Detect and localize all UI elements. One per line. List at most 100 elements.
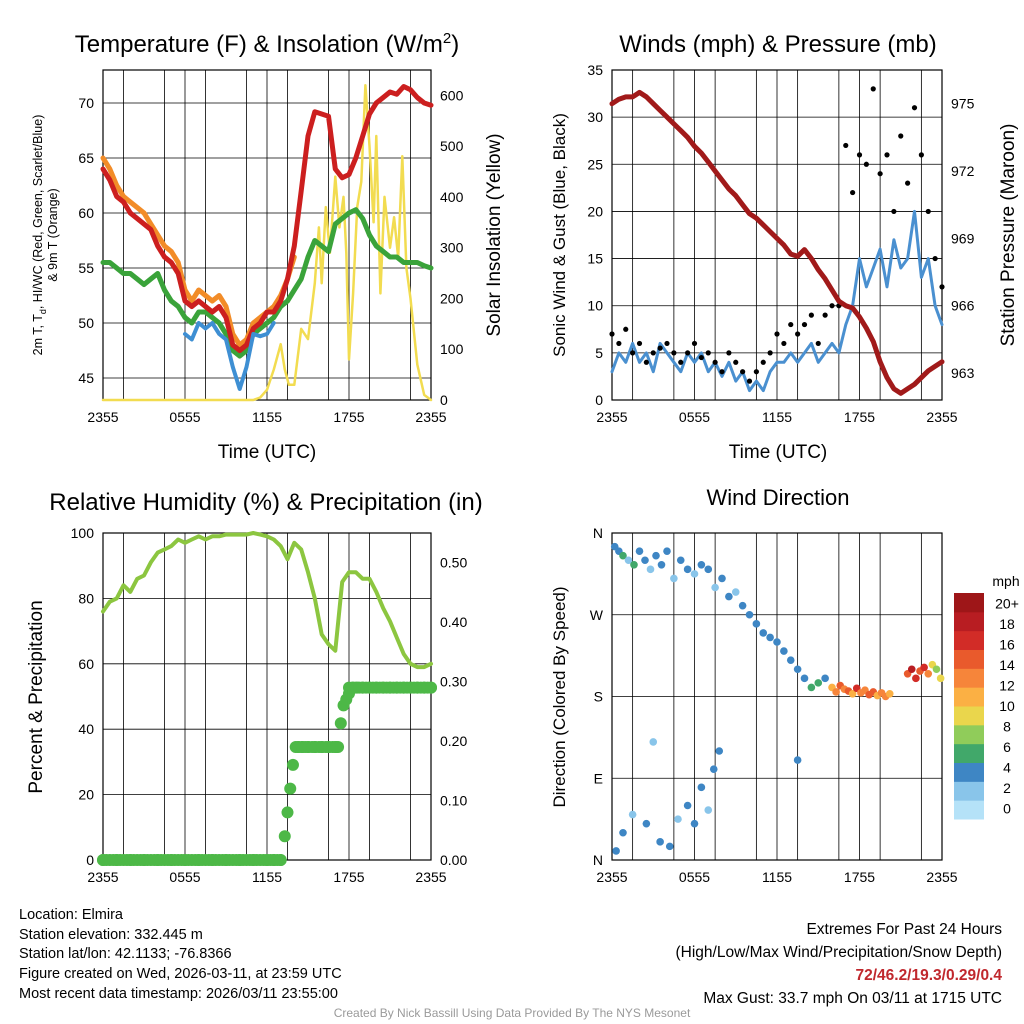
direction-point [759, 629, 768, 637]
colorbar-swatch [954, 762, 984, 782]
gust-point [898, 133, 904, 139]
direction-point [657, 560, 666, 569]
direction-point [711, 583, 719, 592]
gust-point [671, 350, 677, 356]
temp-y2-tick-label: 400 [440, 189, 464, 205]
direction-point [624, 556, 633, 565]
temp-x-tick-label: 1155 [252, 409, 282, 425]
series-insolation [101, 83, 433, 402]
direction-point [646, 565, 655, 574]
direction-point [663, 547, 671, 555]
gust-point [925, 208, 931, 215]
temp-y-tick-label: 70 [78, 95, 94, 111]
series-wind [610, 209, 944, 393]
gust-point [801, 321, 808, 328]
direction-point [619, 551, 627, 560]
chart-title: Relative Humidity (%) & Precipitation (i… [49, 489, 482, 516]
gust-point [829, 303, 835, 309]
temp-y2-tick-label: 600 [440, 87, 464, 103]
direction-point [807, 683, 816, 692]
precip-point [330, 741, 343, 754]
x-axis-label: Time (UTC) [218, 442, 317, 463]
colorbar-label: 10 [999, 698, 1015, 714]
direction-point [709, 765, 718, 773]
gust-point [918, 152, 924, 158]
direction-point [715, 747, 724, 755]
winds-x-tick-label: 0555 [679, 409, 710, 425]
gust-point [636, 340, 643, 347]
gust-point [691, 340, 698, 347]
dir-y-tick-label: E [594, 770, 603, 786]
colorbar-label: 2 [1003, 780, 1011, 796]
direction-point [690, 570, 699, 578]
direction-point [793, 756, 802, 764]
precip-point [286, 758, 299, 771]
colorbar-swatch [954, 800, 984, 820]
y2-axis-label: Station Pressure (Maroon) [998, 124, 1019, 347]
latlon-text: Station lat/lon: 42.1133; -76.8366 [19, 946, 232, 963]
direction-point [848, 689, 857, 698]
temp-y-tick-label: 45 [78, 370, 94, 386]
gust-point [815, 340, 821, 347]
gust-point [870, 86, 876, 92]
humidity-panel: 2355 0555 1155 1755 23550204060801000.000.10… [26, 489, 483, 885]
gust-point [705, 350, 711, 356]
gust-point [609, 331, 615, 337]
winds-y-tick-label: 20 [587, 203, 603, 219]
extremes-title: Extremes For Past 24 Hours [806, 921, 1002, 938]
colorbar-label: 18 [999, 616, 1015, 632]
direction-point [821, 674, 829, 683]
temp-frame [102, 69, 432, 401]
max-gust-text: Max Gust: 33.7 mph On 03/11 at 1715 UTC [703, 990, 1002, 1007]
extremes-keys: (High/Low/Max Wind/Precipitation/Snow De… [675, 944, 1003, 961]
winds-y2-tick-label: 972 [951, 163, 975, 179]
direction-point [912, 674, 920, 683]
winds-panel: 2355 0555 1155 1755 235505101520253035963966… [550, 31, 1019, 463]
direction-point [683, 801, 692, 810]
winds-y-tick-label: 30 [587, 109, 603, 125]
gust-point [767, 350, 773, 356]
temp-y2-tick-label: 100 [440, 341, 464, 357]
direction-point [738, 601, 747, 610]
colorbar-swatch [954, 706, 984, 726]
rh-y-tick-label: 100 [71, 525, 95, 541]
precip-point [334, 717, 347, 730]
series-dewpoint [100, 207, 434, 359]
temp-y2-tick-label: 300 [440, 240, 464, 256]
rh-y2-tick-label: 0.30 [440, 674, 467, 690]
gust-point [643, 359, 649, 365]
chart-title: Wind Direction [706, 485, 849, 510]
gust-point [905, 180, 911, 186]
colorbar-label: 20+ [995, 595, 1019, 611]
direction-point [773, 638, 781, 646]
extremes-values: 72/46.2/19.3/0.29/0.4 [855, 967, 1002, 984]
colorbar-swatch [954, 593, 984, 613]
winds-frame [611, 69, 943, 401]
y-axis-label: 2m T, Td, HI/WC (Red, Green, Scarlet/Blu… [31, 115, 48, 356]
gust-point [650, 350, 656, 356]
winds-y2-tick-label: 969 [951, 230, 975, 246]
winds-y2-tick-label: 963 [951, 365, 975, 381]
direction-point [619, 828, 627, 837]
rh-y2-tick-label: 0.20 [440, 733, 467, 749]
temp-x-tick-label: 2355 [415, 409, 446, 425]
direction-point [697, 783, 706, 792]
direction-point [924, 669, 933, 678]
colorbar-label: 0 [1003, 801, 1011, 817]
colorbar-label: 16 [999, 636, 1015, 652]
direction-point [642, 819, 651, 828]
dir-x-tick-label: 1755 [844, 869, 875, 885]
rh-y2-tick-label: 0.40 [440, 614, 467, 630]
direction-point [704, 565, 713, 574]
direction-point [656, 838, 664, 846]
gust-point [891, 208, 897, 215]
colorbar-swatch [954, 743, 984, 763]
gust-point [616, 340, 622, 347]
temp-y-tick-label: 65 [78, 150, 94, 166]
gust-point [712, 359, 718, 365]
temp-y-tick-label: 60 [78, 205, 94, 221]
temp-x-tick-label: 1755 [333, 409, 364, 425]
precip-point [281, 806, 294, 819]
colorbar-swatch [954, 724, 984, 745]
